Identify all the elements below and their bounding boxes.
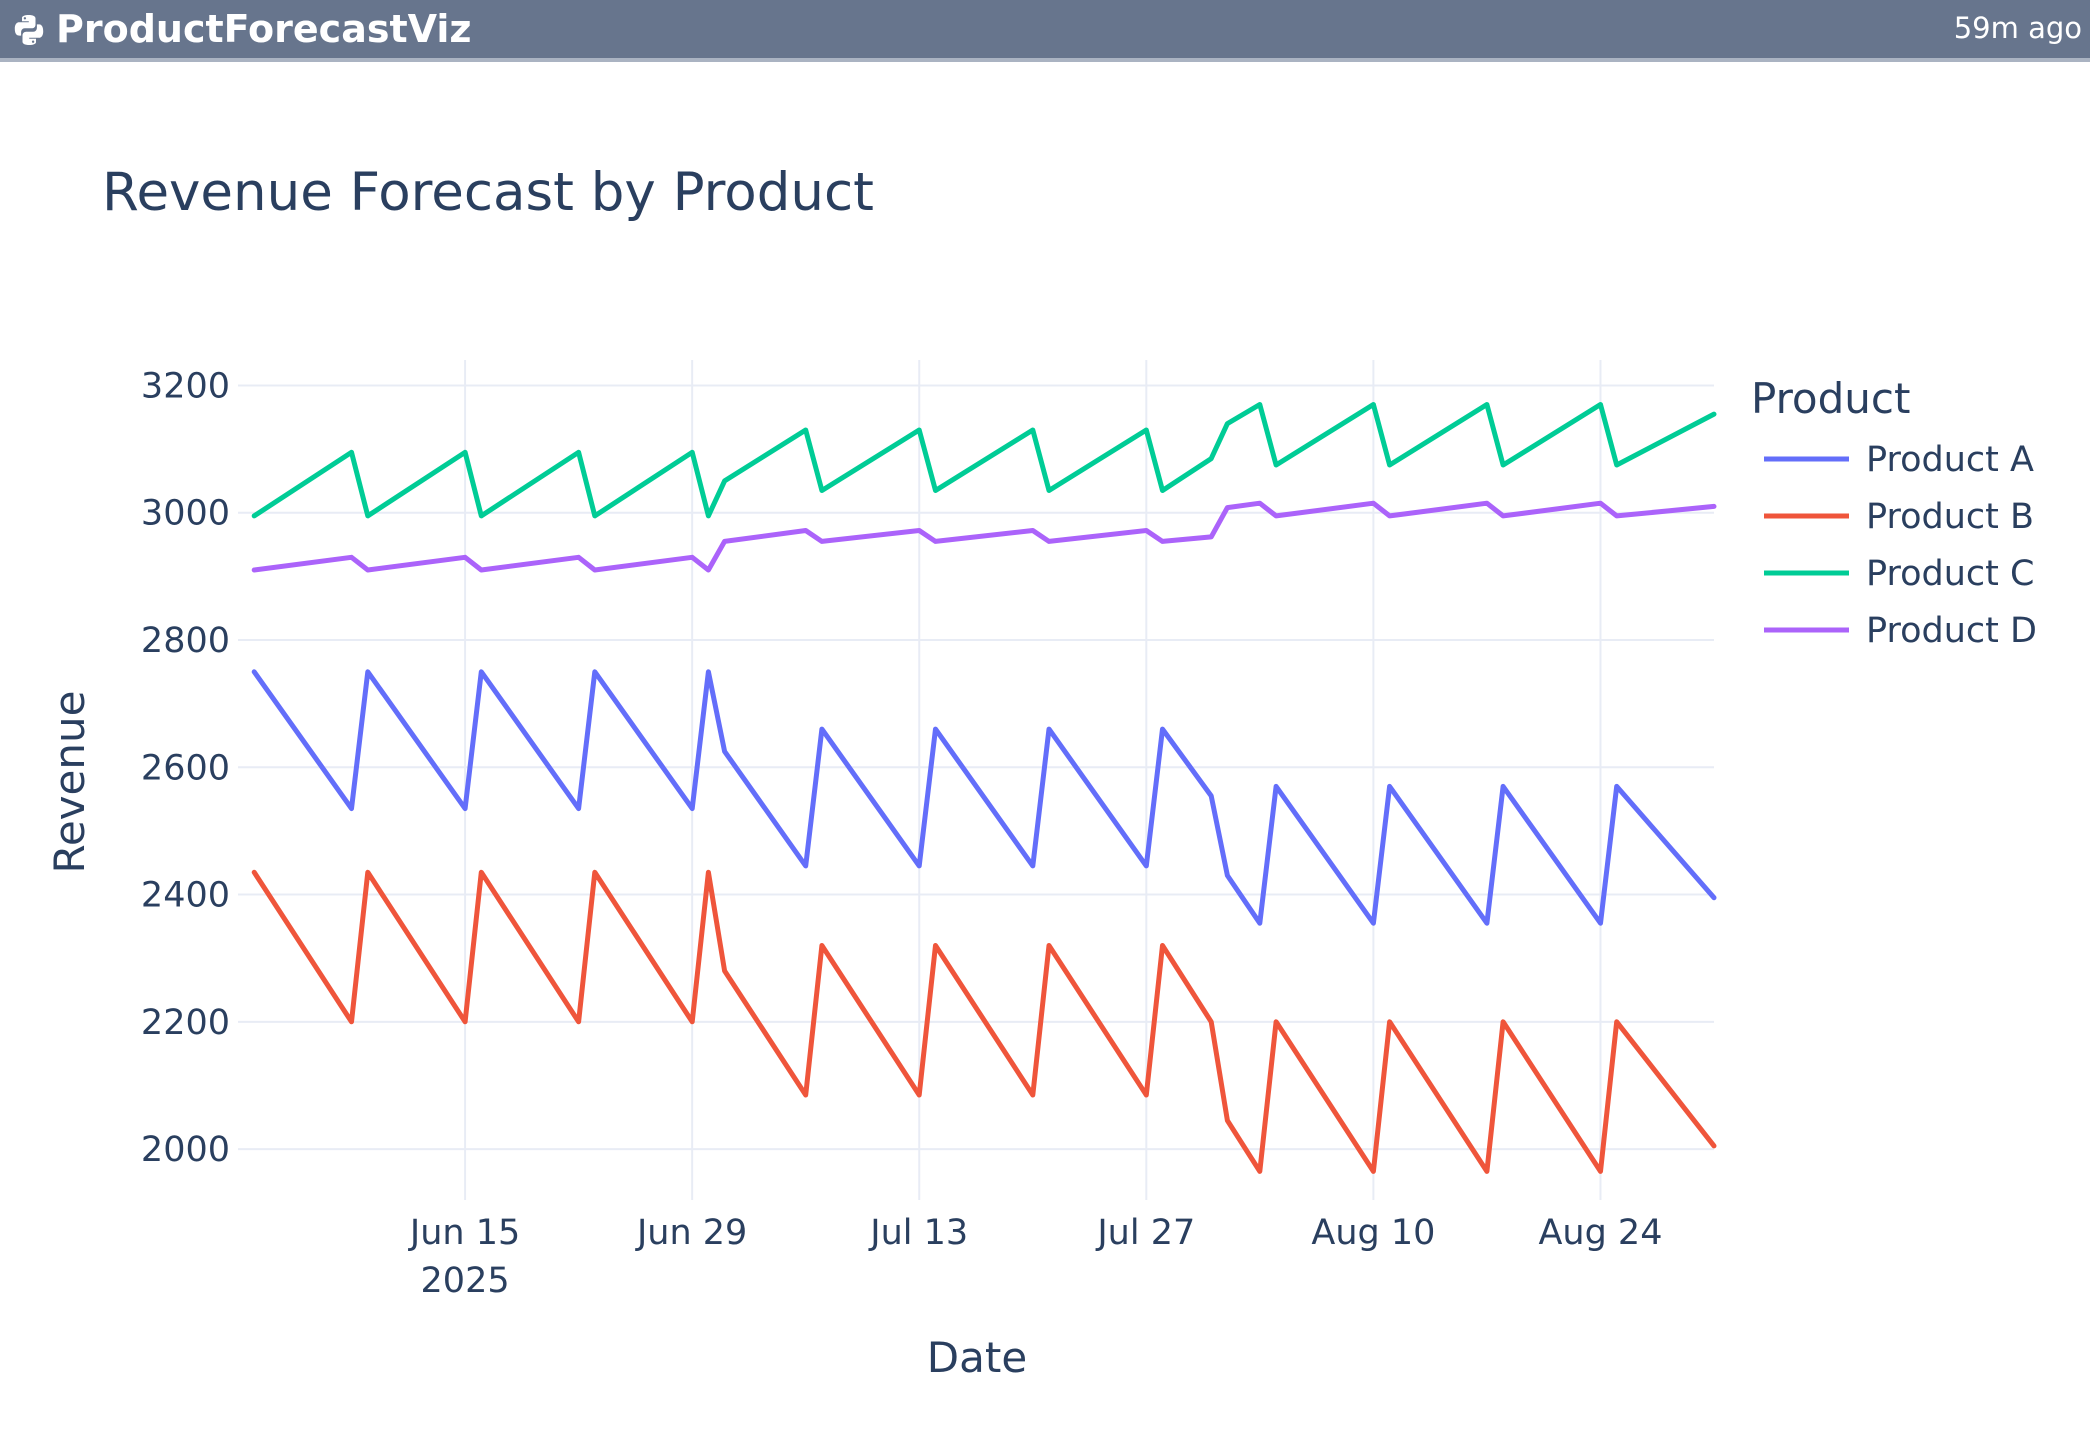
python-icon [14, 15, 44, 45]
x-tick-label: Jul 27 [1095, 1213, 1195, 1253]
y-tick-label: 2000 [141, 1130, 230, 1170]
y-gridlines [238, 384, 1714, 1151]
y-tick-label: 2800 [141, 621, 230, 661]
legend-label: Product C [1866, 554, 2034, 594]
y-tick-label: 2400 [141, 876, 230, 916]
legend-title: Product [1751, 374, 1910, 423]
x-tick-label: Aug 10 [1311, 1213, 1435, 1253]
series-line-product-a [251, 669, 1717, 926]
y-tick-labels: 2000 2200 2400 2600 2800 3000 3200 [141, 366, 230, 1170]
x-tick-label: Aug 24 [1538, 1213, 1662, 1253]
x-axis-title: Date [927, 1333, 1027, 1382]
y-tick-label: 2200 [141, 1003, 230, 1043]
legend-label: Product A [1866, 440, 2034, 480]
app-title: ProductForecastViz [56, 7, 472, 51]
x-tick-label: Jun 29 [635, 1213, 747, 1253]
y-tick-label: 2600 [141, 748, 230, 788]
series-lines [251, 402, 1717, 1174]
legend-label: Product B [1866, 497, 2034, 537]
legend-item-product-d[interactable]: Product D [1764, 611, 2037, 651]
last-updated-timestamp: 59m ago [1953, 11, 2082, 45]
legend-label: Product D [1866, 611, 2037, 651]
legend: Product A Product B Product C Product D [1764, 440, 2037, 651]
x-tick-year-label: 2025 [421, 1261, 510, 1301]
x-tick-label: Jun 15 [408, 1213, 520, 1253]
legend-item-product-a[interactable]: Product A [1764, 440, 2034, 480]
y-axis-title: Revenue [45, 691, 94, 874]
top-bar: ProductForecastViz 59m ago [0, 0, 2090, 62]
x-tick-labels: Jun 15 2025 Jun 29 Jul 13 Jul 27 Aug 10 Aug 24 [408, 1213, 1663, 1301]
y-tick-label: 3000 [141, 494, 230, 534]
series-line-product-c [251, 402, 1717, 519]
y-tick-label: 3200 [141, 366, 230, 406]
legend-item-product-c[interactable]: Product C [1764, 554, 2034, 594]
series-line-product-d [251, 500, 1717, 573]
chart-title: Revenue Forecast by Product [102, 162, 874, 223]
x-gridlines [464, 360, 1602, 1200]
series-line-product-b [251, 869, 1717, 1174]
x-tick-label: Jul 13 [868, 1213, 968, 1253]
legend-item-product-b[interactable]: Product B [1764, 497, 2034, 537]
